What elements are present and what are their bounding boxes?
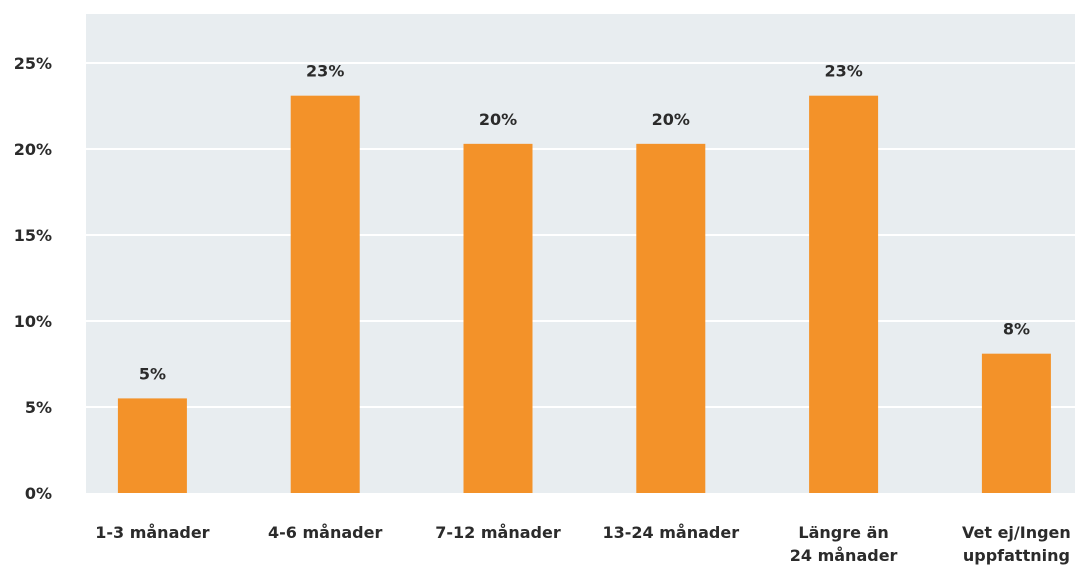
bar	[290, 95, 360, 494]
data-label: 20%	[479, 110, 517, 129]
y-tick-label: 5%	[25, 398, 52, 417]
data-label: 23%	[824, 62, 862, 81]
category-label: Vet ej/Ingen	[962, 523, 1071, 542]
plot-background	[86, 14, 1075, 493]
bars	[117, 95, 1051, 494]
data-label: 8%	[1003, 320, 1030, 339]
bar	[636, 143, 706, 493]
category-label: uppfattning	[963, 546, 1070, 565]
y-tick-label: 25%	[14, 54, 52, 73]
category-label: 13-24 månader	[603, 523, 740, 542]
y-tick-label: 10%	[14, 312, 52, 331]
category-label: 24 månader	[790, 546, 898, 565]
data-labels: 5% 23% 20% 20% 23% 8%	[139, 62, 1030, 384]
y-tick-label: 0%	[25, 484, 52, 503]
grid-lines	[86, 62, 1075, 408]
category-label: 1-3 månader	[95, 523, 209, 542]
data-label: 5%	[139, 364, 166, 383]
data-label: 23%	[306, 62, 344, 81]
y-axis-ticks: 0% 5% 10% 15% 20% 25%	[14, 54, 52, 503]
bar	[981, 353, 1051, 493]
y-tick-label: 20%	[14, 140, 52, 159]
data-label: 20%	[652, 110, 690, 129]
category-label: 4-6 månader	[268, 523, 382, 542]
y-tick-label: 15%	[14, 226, 52, 245]
bar	[809, 95, 879, 494]
category-labels: 1-3 månader 4-6 månader 7-12 månader 13-24 …	[95, 523, 1071, 565]
category-label: 7-12 månader	[435, 523, 561, 542]
category-label: Längre än	[798, 523, 888, 542]
bar	[117, 398, 187, 493]
bar	[463, 143, 533, 493]
